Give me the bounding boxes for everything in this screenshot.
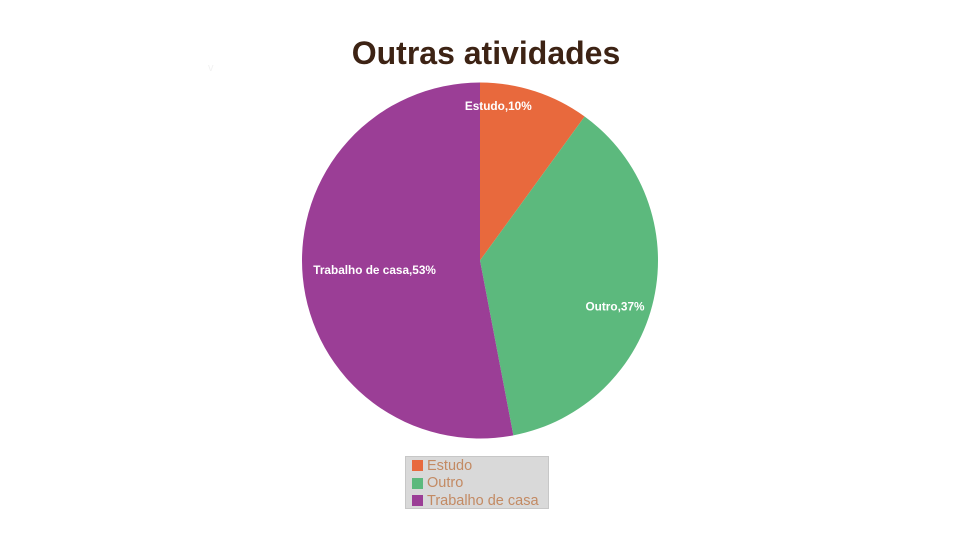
svg-text:Outro,37%: Outro,37% — [586, 300, 646, 314]
svg-text:Trabalho de casa,53%: Trabalho de casa,53% — [313, 263, 436, 277]
svg-text:Estudo,10%: Estudo,10% — [465, 99, 532, 113]
